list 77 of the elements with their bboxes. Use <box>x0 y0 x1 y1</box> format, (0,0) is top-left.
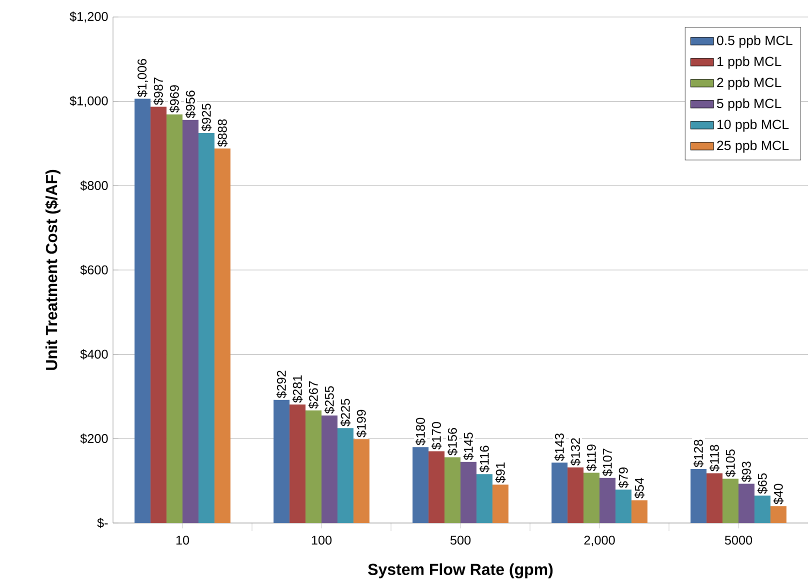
bar <box>770 506 786 523</box>
data-label: $93 <box>741 462 752 482</box>
bar <box>412 447 429 523</box>
legend-label: 25 ppb MCL <box>717 140 789 153</box>
x-axis-title: System Flow Rate (gpm) <box>368 563 553 578</box>
data-label: $132 <box>570 438 581 466</box>
bar <box>631 500 648 523</box>
bar <box>552 462 568 523</box>
x-tick-label: 500 <box>450 536 471 545</box>
x-tick-label: 10 <box>176 536 190 545</box>
bar <box>322 415 338 523</box>
bar <box>198 132 214 523</box>
y-tick-label: $- <box>97 518 108 528</box>
data-label: $292 <box>276 370 287 398</box>
bar <box>722 478 738 523</box>
data-label: $128 <box>693 440 704 468</box>
data-label: $180 <box>415 418 426 446</box>
legend-label: 5 ppb MCL <box>716 98 782 111</box>
legend-label: 1 ppb MCL <box>717 56 782 69</box>
bar <box>337 428 354 523</box>
x-tick-label: 2,000 <box>584 536 615 546</box>
bar <box>274 400 290 523</box>
bar <box>134 98 151 523</box>
data-label: $79 <box>618 468 629 488</box>
y-tick-label: $800 <box>80 180 108 191</box>
bar <box>492 484 508 523</box>
x-tick-label: 100 <box>312 536 332 545</box>
bar <box>615 490 632 523</box>
data-label: $255 <box>324 386 335 414</box>
data-label: $956 <box>185 90 196 118</box>
bar <box>444 457 460 523</box>
data-label: $54 <box>634 478 645 498</box>
y-tick-label: $600 <box>80 264 108 276</box>
bar <box>353 439 370 523</box>
bar <box>568 467 584 523</box>
data-label: $199 <box>356 410 367 438</box>
bar <box>600 478 616 523</box>
data-label: $119 <box>586 444 597 472</box>
data-label: $267 <box>308 381 319 409</box>
data-label: $925 <box>201 104 212 132</box>
bar <box>706 473 723 523</box>
data-label: $145 <box>463 432 474 460</box>
data-label: $91 <box>495 462 506 483</box>
x-tick-label: 5000 <box>724 536 752 545</box>
bar <box>690 469 707 523</box>
data-label: $987 <box>153 78 164 106</box>
data-label: $225 <box>340 398 351 426</box>
bar <box>150 106 167 523</box>
bar <box>214 148 230 523</box>
legend-label: 10 ppb MCL <box>717 119 789 132</box>
data-label: $118 <box>709 444 720 472</box>
y-tick-label: $1,200 <box>70 11 108 22</box>
bar <box>290 404 306 523</box>
bar <box>584 472 600 523</box>
bar <box>738 484 754 523</box>
data-label: $156 <box>447 428 458 456</box>
data-label: $105 <box>725 449 736 477</box>
data-label: $40 <box>773 484 784 504</box>
data-label: $888 <box>217 119 228 147</box>
data-label: $1,006 <box>137 59 148 98</box>
bar <box>754 496 770 523</box>
bar <box>428 451 445 523</box>
bar <box>476 474 492 523</box>
y-tick-label: $1,000 <box>70 96 108 107</box>
legend-label: 2 ppb MCL <box>717 77 782 90</box>
y-axis-title: Unit Treatment Cost ($/AF) <box>45 170 60 370</box>
data-label: $281 <box>292 375 303 403</box>
data-label: $969 <box>169 85 180 113</box>
data-label: $65 <box>757 473 768 494</box>
data-label: $107 <box>602 448 613 476</box>
data-label: $116 <box>479 446 490 472</box>
legend-label: 0.5 ppb MCL <box>716 35 792 48</box>
y-tick-label: $400 <box>80 349 108 360</box>
data-label: $143 <box>554 433 565 461</box>
y-tick-label: $200 <box>80 434 108 444</box>
bar <box>306 410 322 523</box>
data-label: $170 <box>431 422 442 450</box>
